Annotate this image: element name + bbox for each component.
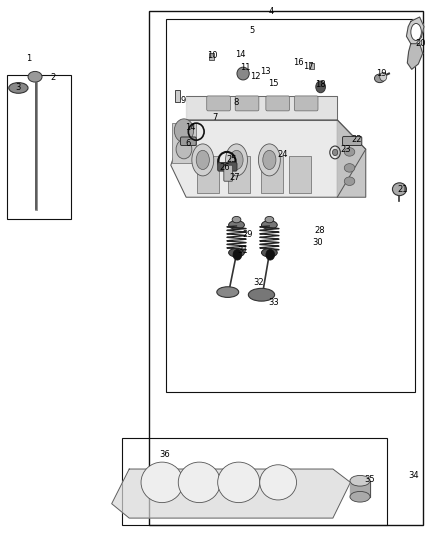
Ellipse shape [411, 23, 421, 41]
Ellipse shape [229, 221, 244, 229]
FancyBboxPatch shape [175, 90, 180, 102]
Ellipse shape [192, 144, 214, 176]
Ellipse shape [237, 67, 249, 80]
Ellipse shape [28, 71, 42, 82]
Text: 10: 10 [207, 52, 218, 60]
Ellipse shape [176, 140, 192, 159]
Text: 31: 31 [238, 246, 248, 255]
FancyBboxPatch shape [218, 163, 237, 171]
Text: 18: 18 [315, 80, 326, 88]
Text: 19: 19 [376, 69, 386, 78]
FancyBboxPatch shape [207, 96, 230, 111]
Text: 17: 17 [304, 62, 314, 71]
Ellipse shape [258, 144, 280, 176]
FancyBboxPatch shape [235, 96, 259, 111]
Text: 2: 2 [50, 73, 55, 82]
Ellipse shape [9, 83, 28, 93]
Text: 20: 20 [415, 39, 426, 48]
Polygon shape [186, 96, 337, 120]
FancyBboxPatch shape [180, 137, 196, 146]
Text: 25: 25 [227, 156, 237, 164]
Ellipse shape [260, 465, 297, 500]
Ellipse shape [332, 149, 338, 156]
Text: 29: 29 [242, 230, 253, 239]
FancyBboxPatch shape [209, 53, 214, 60]
Text: 4: 4 [269, 7, 274, 16]
Polygon shape [337, 120, 366, 197]
Ellipse shape [261, 221, 277, 229]
Text: 8: 8 [234, 98, 239, 107]
Text: 34: 34 [409, 471, 419, 480]
Polygon shape [406, 17, 424, 44]
Ellipse shape [217, 287, 239, 297]
Ellipse shape [380, 72, 387, 81]
Ellipse shape [266, 249, 275, 260]
Ellipse shape [196, 150, 209, 169]
Text: 15: 15 [268, 79, 279, 88]
Polygon shape [171, 120, 366, 197]
FancyBboxPatch shape [294, 96, 318, 111]
Text: 5: 5 [249, 26, 254, 35]
Text: 26: 26 [219, 163, 230, 172]
Ellipse shape [174, 119, 194, 142]
Text: 7: 7 [212, 113, 217, 122]
Ellipse shape [178, 462, 220, 503]
Text: 1: 1 [26, 54, 31, 63]
Polygon shape [112, 469, 350, 518]
Text: 36: 36 [159, 450, 170, 458]
Text: 35: 35 [364, 475, 374, 484]
FancyBboxPatch shape [197, 156, 219, 193]
Ellipse shape [316, 81, 325, 93]
Ellipse shape [374, 74, 385, 83]
FancyBboxPatch shape [309, 63, 314, 69]
Ellipse shape [350, 475, 370, 486]
FancyBboxPatch shape [289, 156, 311, 193]
FancyBboxPatch shape [172, 123, 196, 163]
Ellipse shape [350, 491, 370, 502]
Ellipse shape [230, 150, 243, 169]
Text: 23: 23 [341, 145, 351, 154]
FancyBboxPatch shape [343, 136, 362, 146]
Text: 24: 24 [277, 150, 288, 159]
FancyBboxPatch shape [266, 96, 290, 111]
Text: 9: 9 [180, 96, 186, 104]
Text: 3: 3 [15, 84, 20, 92]
Ellipse shape [141, 462, 183, 503]
Text: 30: 30 [312, 238, 323, 247]
Ellipse shape [229, 248, 244, 257]
Ellipse shape [344, 148, 355, 156]
Ellipse shape [344, 164, 355, 172]
Text: 27: 27 [229, 173, 240, 182]
Ellipse shape [392, 183, 406, 196]
Text: 12: 12 [250, 72, 260, 81]
Text: 14: 14 [235, 51, 245, 59]
FancyBboxPatch shape [224, 165, 233, 181]
Ellipse shape [344, 177, 355, 185]
Text: 21: 21 [398, 185, 408, 193]
Ellipse shape [233, 249, 242, 260]
Text: 13: 13 [260, 68, 270, 76]
Text: 16: 16 [293, 59, 304, 67]
Text: 6: 6 [186, 140, 191, 148]
Text: 11: 11 [240, 63, 251, 72]
Ellipse shape [261, 248, 277, 257]
Ellipse shape [248, 288, 275, 301]
Ellipse shape [265, 216, 274, 223]
Polygon shape [407, 44, 423, 69]
Text: 14: 14 [185, 124, 196, 132]
Ellipse shape [226, 144, 247, 176]
Text: 28: 28 [314, 227, 325, 235]
FancyBboxPatch shape [228, 156, 250, 193]
Ellipse shape [232, 216, 241, 223]
Ellipse shape [263, 150, 276, 169]
Polygon shape [350, 481, 370, 497]
Ellipse shape [218, 462, 260, 503]
Text: 32: 32 [253, 278, 264, 287]
Text: 33: 33 [268, 298, 279, 307]
Text: 22: 22 [352, 135, 362, 144]
FancyBboxPatch shape [261, 156, 283, 193]
